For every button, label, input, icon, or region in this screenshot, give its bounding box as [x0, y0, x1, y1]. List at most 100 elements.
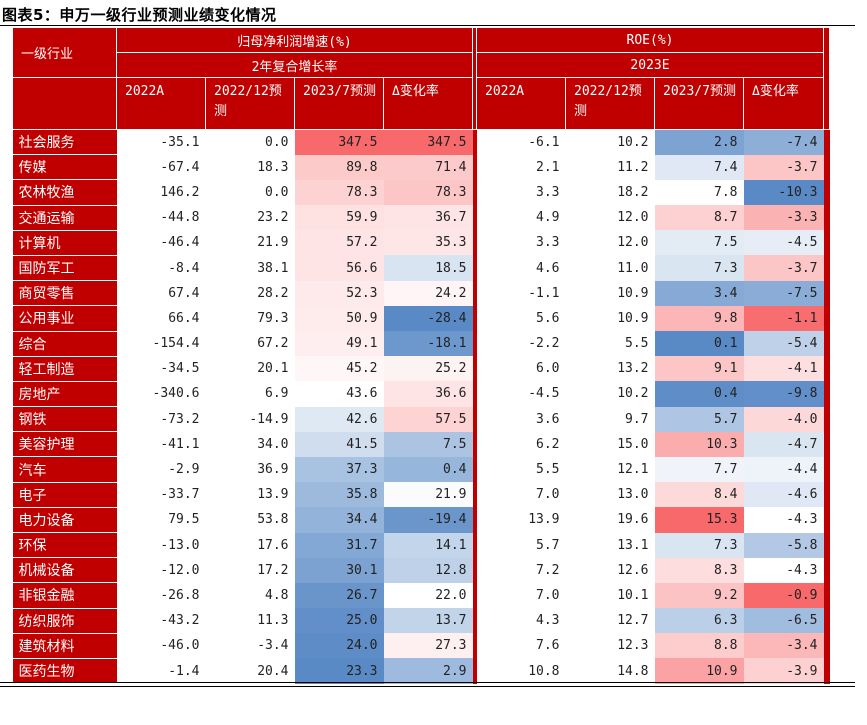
cell-value: -0.9 [743, 582, 824, 609]
cell-value: 67.2 [257, 336, 289, 352]
cell-value: 8.8 [654, 633, 744, 659]
cell-value: 38.1 [257, 260, 289, 276]
table-body: 社会服务 -35.1 0.0 347.5 347.5 -6.1 10.2 2.8 -7.4 传媒 -… [12, 129, 830, 685]
industry-name: 综合 [12, 331, 117, 357]
cell-value: 24.0 [294, 633, 384, 659]
row-edge [823, 230, 830, 256]
title-rule [0, 25, 855, 26]
cell-value: 42.6 [294, 406, 384, 432]
row-edge [823, 633, 830, 659]
cell-value: 15.3 [654, 507, 744, 533]
cell-value: -5.4 [743, 331, 824, 357]
industry-name: 商贸零售 [12, 280, 117, 307]
cell-value: 11.0 [617, 260, 649, 276]
cell-value: 35.3 [383, 230, 473, 256]
group-separator [472, 154, 477, 180]
cell-value: 13.9 [257, 487, 289, 503]
cell-value: 53.8 [257, 512, 289, 528]
cell-value: 49.1 [294, 331, 384, 357]
group-separator [472, 356, 477, 382]
row-edge [823, 154, 830, 180]
cell-value: 8.3 [654, 557, 744, 583]
group-separator [472, 582, 477, 609]
cell-value: -1.1 [743, 305, 824, 331]
cell-value: 41.5 [294, 431, 384, 457]
cell-value: 20.1 [257, 361, 289, 377]
cell-value: -6.5 [743, 608, 824, 634]
cell-value: -3.9 [743, 658, 824, 684]
cell-value: 36.6 [383, 381, 473, 407]
figure-title: 图表5：申万一级行业预测业绩变化情况 [2, 6, 277, 24]
cell-value: 34.0 [257, 436, 289, 452]
cell-value: 7.7 [654, 456, 744, 483]
cell-value: 78.3 [294, 179, 384, 206]
cell-value: 18.3 [257, 159, 289, 175]
cell-value: 26.7 [294, 582, 384, 609]
row-edge [823, 507, 830, 533]
cell-value: 0.4 [383, 456, 473, 483]
cell-value: 7.0 [536, 587, 560, 603]
cell-value: 18.2 [617, 184, 649, 200]
table-row: 纺织服饰 -43.2 11.3 25.0 13.7 4.3 12.7 6.3 -6.5 [12, 608, 830, 634]
cell-value: -4.3 [743, 557, 824, 583]
row-edge [823, 305, 830, 331]
table-row: 美容护理 -41.1 34.0 41.5 7.5 6.2 15.0 10.3 -4.7 [12, 431, 830, 458]
cell-value: 89.8 [294, 154, 384, 180]
cell-value: 3.4 [654, 280, 744, 306]
cell-value: 21.9 [383, 482, 473, 508]
industry-name: 机械设备 [12, 557, 117, 584]
cell-value: 0.0 [265, 134, 289, 150]
cell-value: 14.8 [617, 663, 649, 679]
cell-value: 13.2 [617, 361, 649, 377]
cell-value: 24.2 [383, 280, 473, 306]
cell-value: 4.3 [536, 613, 560, 629]
cell-value: 13.7 [383, 608, 473, 634]
row-edge [823, 557, 830, 583]
cell-value: -9.8 [743, 381, 824, 407]
col-roe-2022-12-forecast: 2022/12预测 [565, 77, 655, 130]
cell-value: 10.1 [617, 587, 649, 603]
cell-value: 9.2 [654, 582, 744, 609]
cell-value: -35.1 [160, 134, 200, 150]
group-separator [472, 456, 477, 483]
cell-value: 43.6 [294, 381, 384, 407]
cell-value: -6.1 [528, 134, 560, 150]
table-row: 社会服务 -35.1 0.0 347.5 347.5 -6.1 10.2 2.8 -7.4 [12, 129, 830, 156]
industry-name: 医药生物 [12, 658, 117, 685]
table-row: 非银金融 -26.8 4.8 26.7 22.0 7.0 10.1 9.2 -0.9 [12, 582, 830, 609]
group-separator [472, 532, 477, 558]
group-separator [472, 507, 477, 533]
cell-value: 10.9 [617, 310, 649, 326]
header-profit-growth: 归母净利润增速(%) [116, 27, 473, 53]
industry-name: 国防军工 [12, 255, 117, 282]
cell-value: -7.4 [743, 129, 824, 155]
cell-value: 13.0 [617, 487, 649, 503]
cell-value: -44.8 [160, 210, 200, 226]
cell-value: -4.7 [743, 431, 824, 457]
table-row: 交通运输 -44.8 23.2 59.9 36.7 4.9 12.0 8.7 -3.3 [12, 205, 830, 231]
cell-value: -3.3 [743, 205, 824, 231]
group-separator [472, 633, 477, 659]
industry-name: 传媒 [12, 154, 117, 181]
industry-name: 美容护理 [12, 431, 117, 458]
cell-value: 52.3 [294, 280, 384, 306]
col-roe-2023-7-forecast: 2023/7预测 [654, 77, 744, 130]
cell-value: 5.6 [536, 310, 560, 326]
group-separator [472, 305, 477, 331]
industry-name: 社会服务 [12, 129, 117, 156]
cell-value: 347.5 [294, 129, 384, 155]
cell-value: 7.5 [654, 230, 744, 256]
cell-value: 35.8 [294, 482, 384, 508]
table-row: 轻工制造 -34.5 20.1 45.2 25.2 6.0 13.2 9.1 -4.1 [12, 356, 830, 382]
cell-value: 8.7 [654, 205, 744, 231]
cell-value: 67.4 [168, 285, 200, 301]
industry-name: 钢铁 [12, 406, 117, 433]
industry-forecast-table: 一级行业 归母净利润增速(%) ROE(%) 2年复合增长率 2023E 202… [12, 27, 830, 685]
cell-value: 19.6 [617, 512, 649, 528]
header-roe: ROE(%) [476, 27, 824, 53]
table-row: 机械设备 -12.0 17.2 30.1 12.8 7.2 12.6 8.3 -4.3 [12, 557, 830, 584]
industry-name: 房地产 [12, 381, 117, 408]
cell-value: 13.9 [528, 512, 560, 528]
cell-value: -4.4 [743, 456, 824, 483]
group-separator [472, 280, 477, 306]
